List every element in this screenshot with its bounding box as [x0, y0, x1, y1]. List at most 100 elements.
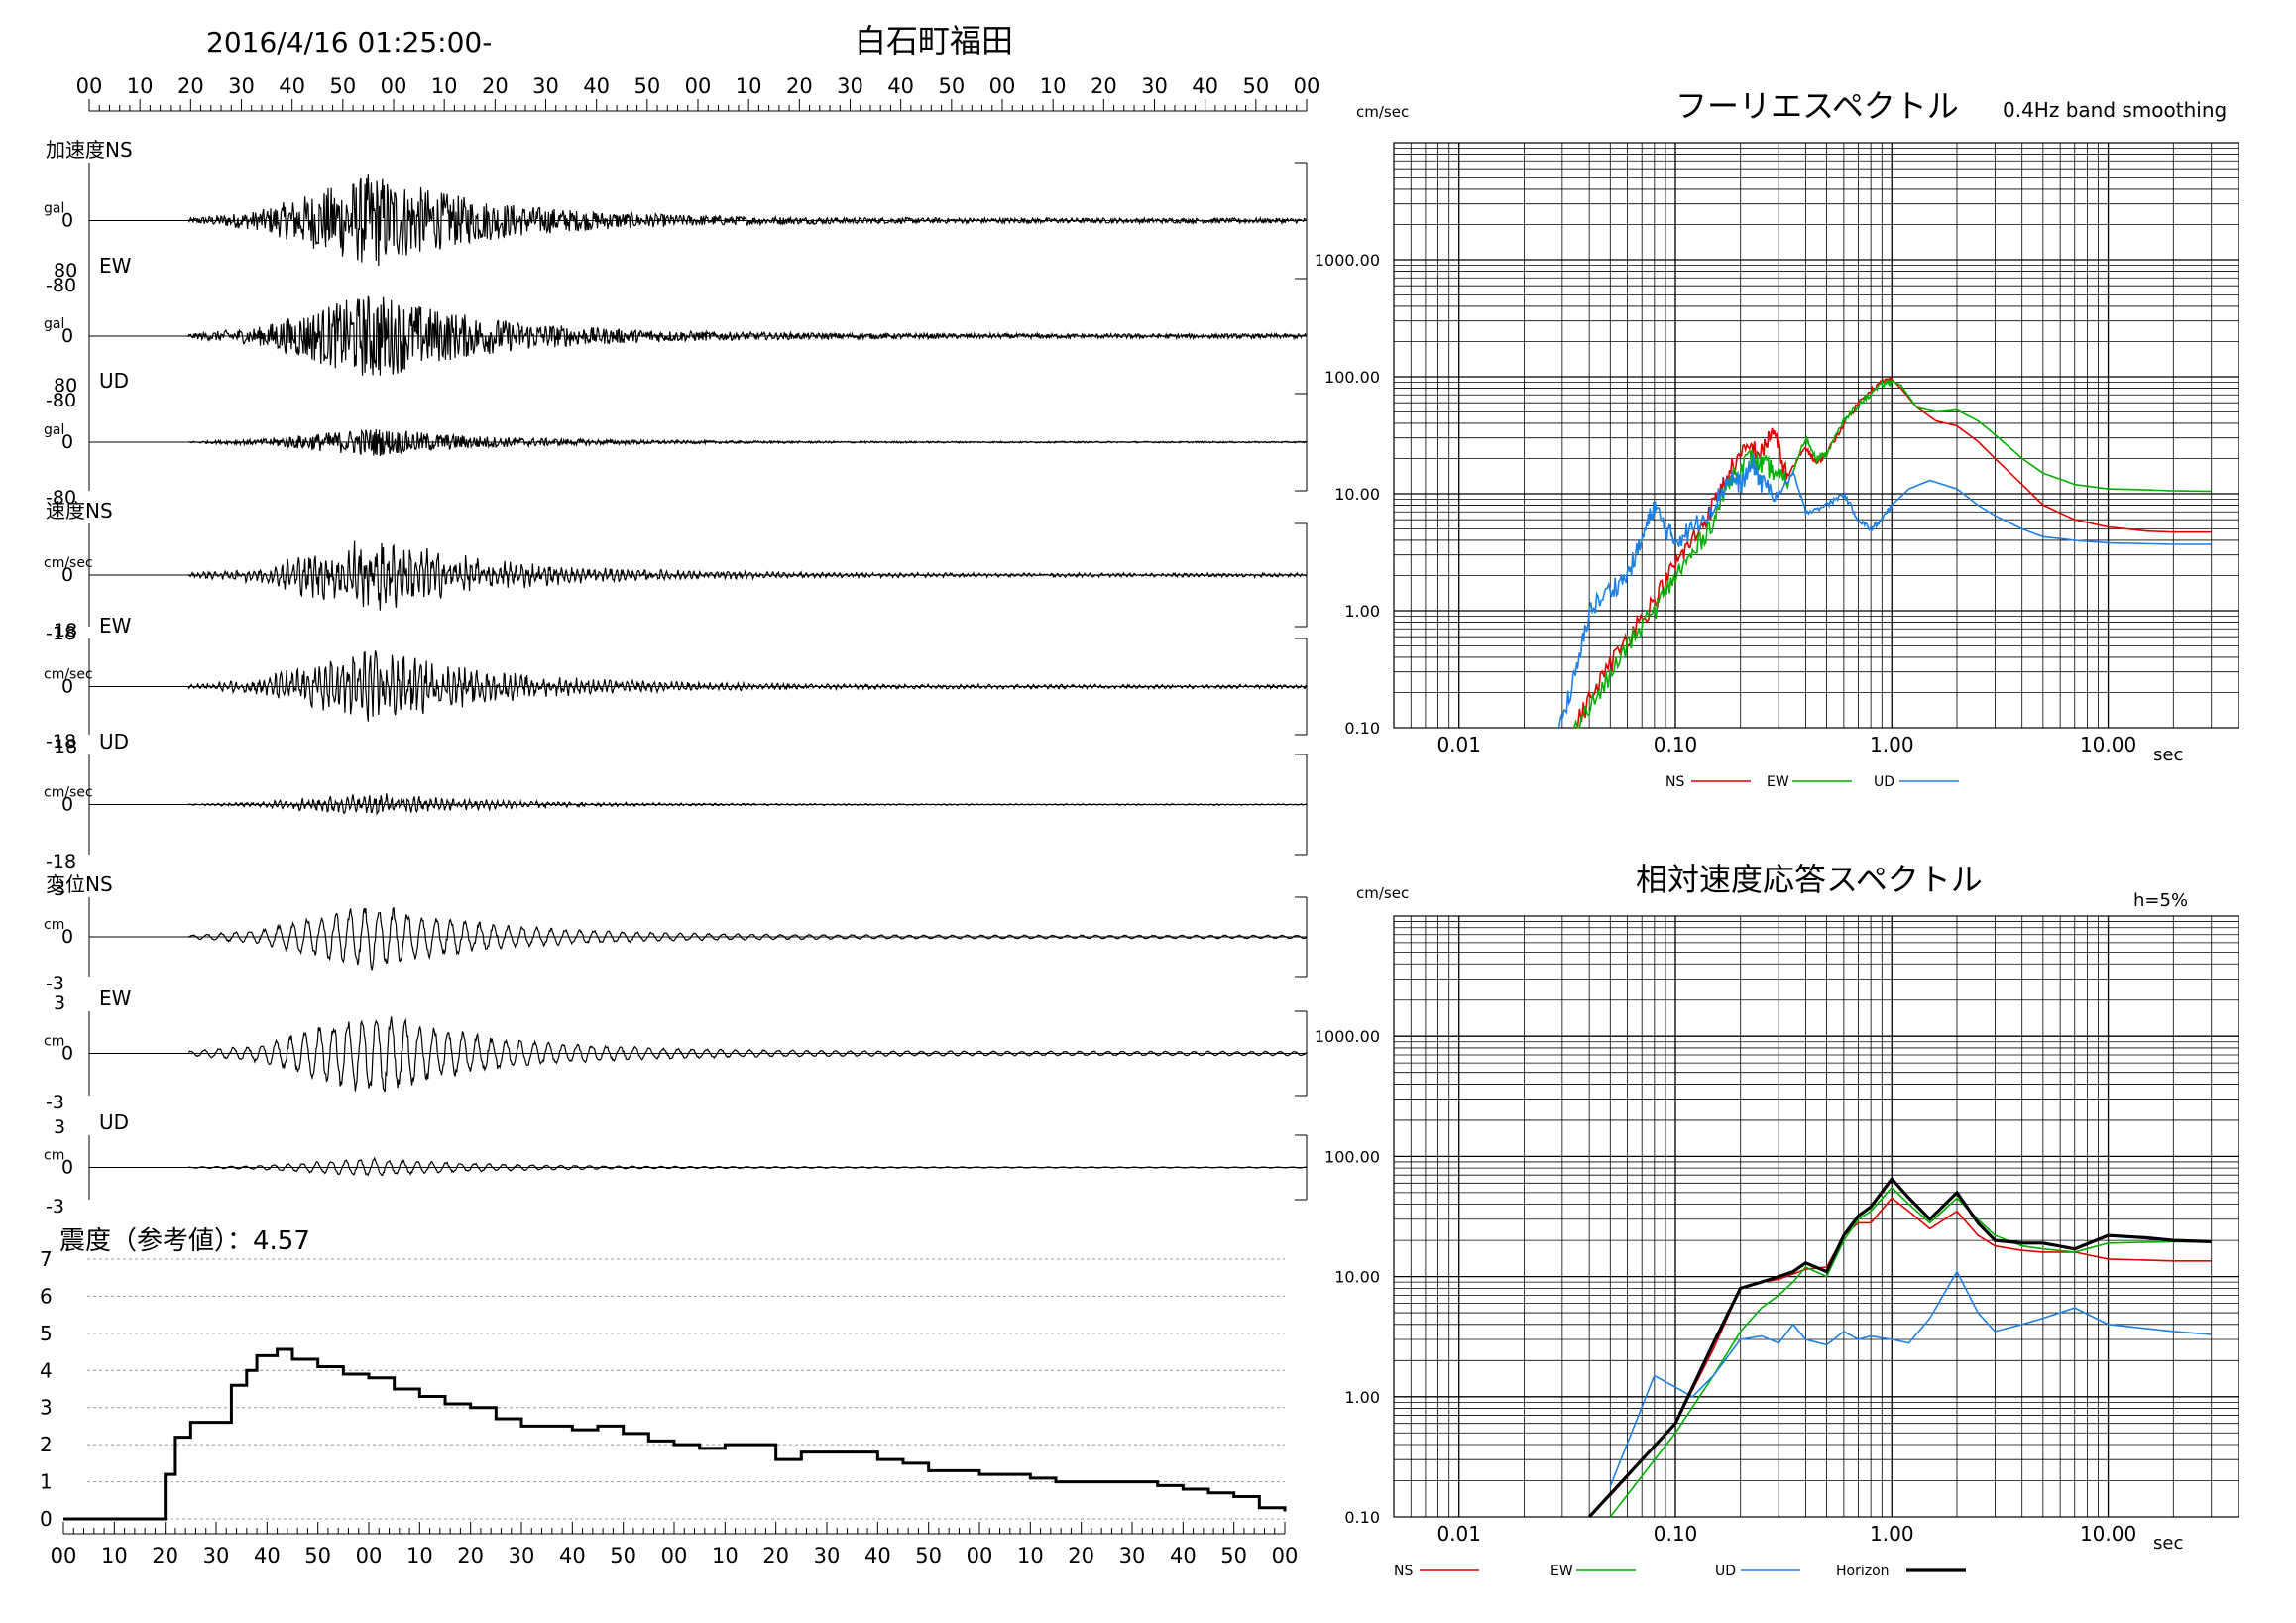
panel-max-label: 3	[54, 992, 65, 1014]
y-tick-label: 1000.00	[1315, 251, 1380, 270]
panel-component-label: NS	[85, 872, 113, 896]
panel-component-label: NS	[105, 138, 133, 162]
response-xlabel: sec	[2153, 1533, 2183, 1554]
panel-component-label: EW	[99, 986, 132, 1010]
waveform-trace	[187, 1156, 1308, 1177]
top-axis-tick-label: 00	[1294, 74, 1320, 98]
panel-min-label: -18	[46, 731, 76, 753]
x-tick-label: 1.00	[1870, 1522, 1914, 1546]
intensity-x-tick-label: 40	[559, 1544, 586, 1567]
waveform-trace	[187, 1016, 1308, 1093]
waveform-trace	[187, 906, 1308, 971]
intensity-x-tick-label: 20	[762, 1544, 789, 1567]
legend-label: NS	[1394, 1564, 1413, 1579]
top-axis-tick-label: 30	[837, 74, 863, 98]
response-unit: cm/sec	[1356, 884, 1409, 902]
panel-unit-label: cm/sec	[44, 667, 93, 683]
panel-max-label: 3	[54, 1116, 65, 1138]
panel-group-label: 加速度	[46, 138, 105, 162]
top-axis-tick-label: 00	[685, 74, 712, 98]
station-name: 白石町福田	[855, 22, 1013, 59]
plot-frame	[1393, 142, 2239, 729]
y-tick-label: 100.00	[1324, 368, 1380, 387]
x-tick-label: 10.00	[2080, 733, 2136, 756]
panel-group-label: 変位	[46, 872, 85, 896]
intensity-y-tick-label: 4	[40, 1358, 53, 1382]
intensity-x-tick-label: 50	[915, 1544, 942, 1567]
panel-max-label: 18	[54, 620, 77, 641]
panel-component-label: UD	[99, 1110, 129, 1134]
intensity-x-tick-label: 10	[101, 1544, 128, 1567]
top-axis-tick-label: 30	[1141, 74, 1168, 98]
waveform-trace	[187, 428, 1308, 457]
panel-zero-label: 0	[61, 325, 73, 347]
fourier-xlabel: sec	[2153, 745, 2183, 765]
panel-component-label: UD	[99, 369, 129, 393]
fourier-chart: 0.10 1.00 10.00 100.00 1000.00 0.01 0.10 1.00 10…	[1315, 142, 2239, 756]
waveform-panel: 変位 NS 3 cm0 -3	[44, 872, 1308, 994]
panel-min-label: -80	[46, 275, 76, 296]
intensity-x-tick-label: 00	[51, 1544, 77, 1567]
top-axis-tick-label: 10	[1040, 74, 1067, 98]
intensity-y-tick-label: 7	[40, 1247, 53, 1271]
x-tick-label: 0.01	[1436, 733, 1481, 756]
series-line-ew	[1609, 1186, 2212, 1518]
x-tick-label: 1.00	[1870, 733, 1914, 756]
waveform-trace	[187, 295, 1308, 376]
top-axis-tick-label: 50	[329, 74, 356, 98]
intensity-x-tick-label: 50	[610, 1544, 636, 1567]
waveform-panel: UD 3 cm0 -3	[44, 1110, 1308, 1217]
intensity-y-tick-label: 3	[40, 1396, 53, 1420]
panel-zero-label: 0	[61, 1043, 73, 1065]
top-axis-tick-label: 00	[381, 74, 407, 98]
intensity-y-tick-label: 0	[40, 1507, 53, 1531]
fourier-note: 0.4Hz band smoothing	[2003, 98, 2227, 122]
top-axis-tick-label: 20	[1091, 74, 1117, 98]
y-tick-label: 1.00	[1344, 602, 1380, 621]
intensity-x-tick-label: 20	[1068, 1544, 1094, 1567]
intensity-x-tick-label: 40	[254, 1544, 281, 1567]
legend-label: Horizon	[1836, 1564, 1890, 1579]
intensity-x-tick-label: 40	[864, 1544, 891, 1567]
intensity-x-tick-label: 00	[661, 1544, 688, 1567]
legend-label: NS	[1665, 774, 1684, 790]
legend-label: UD	[1715, 1564, 1736, 1579]
waveform-trace	[187, 650, 1308, 722]
panel-unit-label: cm	[44, 917, 64, 933]
x-tick-label: 10.00	[2080, 1522, 2136, 1546]
intensity-x-tick-label: 00	[1272, 1544, 1299, 1567]
legend-label: UD	[1874, 774, 1894, 790]
panel-min-label: -80	[46, 390, 76, 411]
y-tick-label: 10.00	[1334, 1268, 1380, 1287]
top-axis-tick-label: 40	[583, 74, 610, 98]
panel-unit-label: gal	[44, 201, 64, 217]
intensity-x-tick-label: 30	[814, 1544, 841, 1567]
top-axis-tick-label: 50	[938, 74, 965, 98]
panel-max-label: 80	[54, 260, 77, 282]
panel-zero-label: 0	[61, 1157, 73, 1179]
intensity-x-tick-label: 00	[967, 1544, 993, 1567]
intensity-x-tick-label: 50	[304, 1544, 331, 1567]
waveform-trace	[187, 793, 1308, 816]
intensity-chart: 0 1 2 3 4 5 6 7 00 10 20 30 40 50 00 10 20 30 40 50 00 10 20 30…	[40, 1247, 1298, 1567]
panel-unit-label: cm/sec	[44, 555, 93, 571]
panel-zero-label: 0	[61, 926, 73, 948]
intensity-y-tick-label: 1	[40, 1470, 53, 1494]
panel-max-label: 3	[54, 878, 65, 900]
panel-zero-label: 0	[61, 676, 73, 698]
fourier-unit: cm/sec	[1356, 103, 1409, 121]
panel-unit-label: cm	[44, 1034, 64, 1050]
waveform-trace	[187, 540, 1308, 611]
top-axis-tick-label: 40	[1192, 74, 1218, 98]
response-title: 相対速度応答スペクトル	[1636, 861, 1983, 898]
legend-label: EW	[1550, 1564, 1573, 1579]
intensity-x-tick-label: 10	[406, 1544, 433, 1567]
panel-max-label: 18	[54, 736, 77, 757]
top-axis-tick-label: 40	[887, 74, 914, 98]
record-datetime: 2016/4/16 01:25:00-	[206, 26, 492, 58]
